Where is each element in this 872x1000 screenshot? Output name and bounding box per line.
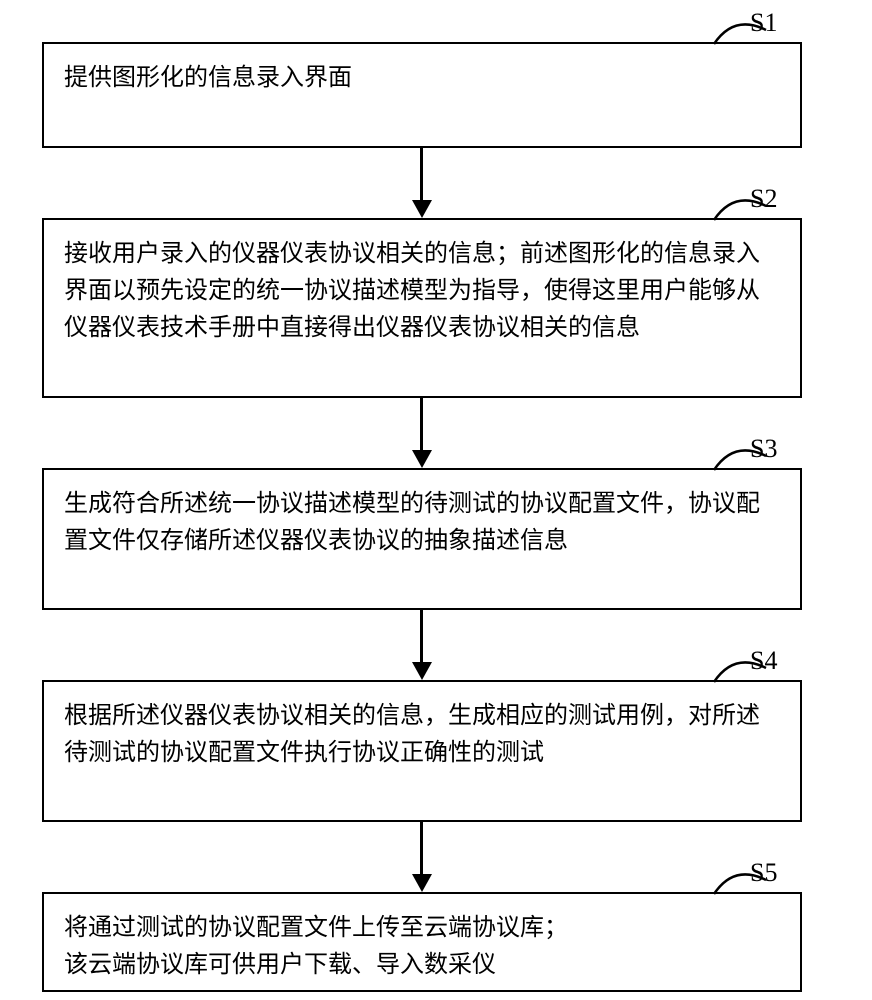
flowchart-canvas: 提供图形化的信息录入界面S1接收用户录入的仪器仪表协议相关的信息；前述图形化的信…	[0, 0, 872, 1000]
arrow-line-2	[420, 610, 423, 662]
step-text-s3: 生成符合所述统一协议描述模型的待测试的协议配置文件，协议配置文件仅存储所述仪器仪…	[64, 486, 780, 560]
arrow-line-1	[420, 398, 423, 450]
label-curve-s1	[708, 16, 768, 46]
arrow-head-icon-2	[412, 662, 432, 680]
arrow-line-0	[420, 148, 423, 200]
arrow-line-3	[420, 822, 423, 874]
label-curve-s3	[708, 442, 768, 472]
label-curve-s5	[708, 866, 768, 896]
step-text-s1: 提供图形化的信息录入界面	[64, 60, 352, 97]
step-box-s3: 生成符合所述统一协议描述模型的待测试的协议配置文件，协议配置文件仅存储所述仪器仪…	[42, 468, 802, 610]
label-curve-s2	[708, 192, 768, 222]
step-box-s1: 提供图形化的信息录入界面	[42, 42, 802, 148]
arrow-head-icon-3	[412, 874, 432, 892]
label-curve-s4	[708, 654, 768, 684]
step-text-s4: 根据所述仪器仪表协议相关的信息，生成相应的测试用例，对所述待测试的协议配置文件执…	[64, 698, 780, 772]
step-box-s2: 接收用户录入的仪器仪表协议相关的信息；前述图形化的信息录入界面以预先设定的统一协…	[42, 218, 802, 398]
arrow-head-icon-1	[412, 450, 432, 468]
step-text-s5: 将通过测试的协议配置文件上传至云端协议库； 该云端协议库可供用户下载、导入数采仪	[64, 910, 568, 984]
step-box-s4: 根据所述仪器仪表协议相关的信息，生成相应的测试用例，对所述待测试的协议配置文件执…	[42, 680, 802, 822]
step-box-s5: 将通过测试的协议配置文件上传至云端协议库； 该云端协议库可供用户下载、导入数采仪	[42, 892, 802, 992]
step-text-s2: 接收用户录入的仪器仪表协议相关的信息；前述图形化的信息录入界面以预先设定的统一协…	[64, 236, 780, 348]
arrow-head-icon-0	[412, 200, 432, 218]
